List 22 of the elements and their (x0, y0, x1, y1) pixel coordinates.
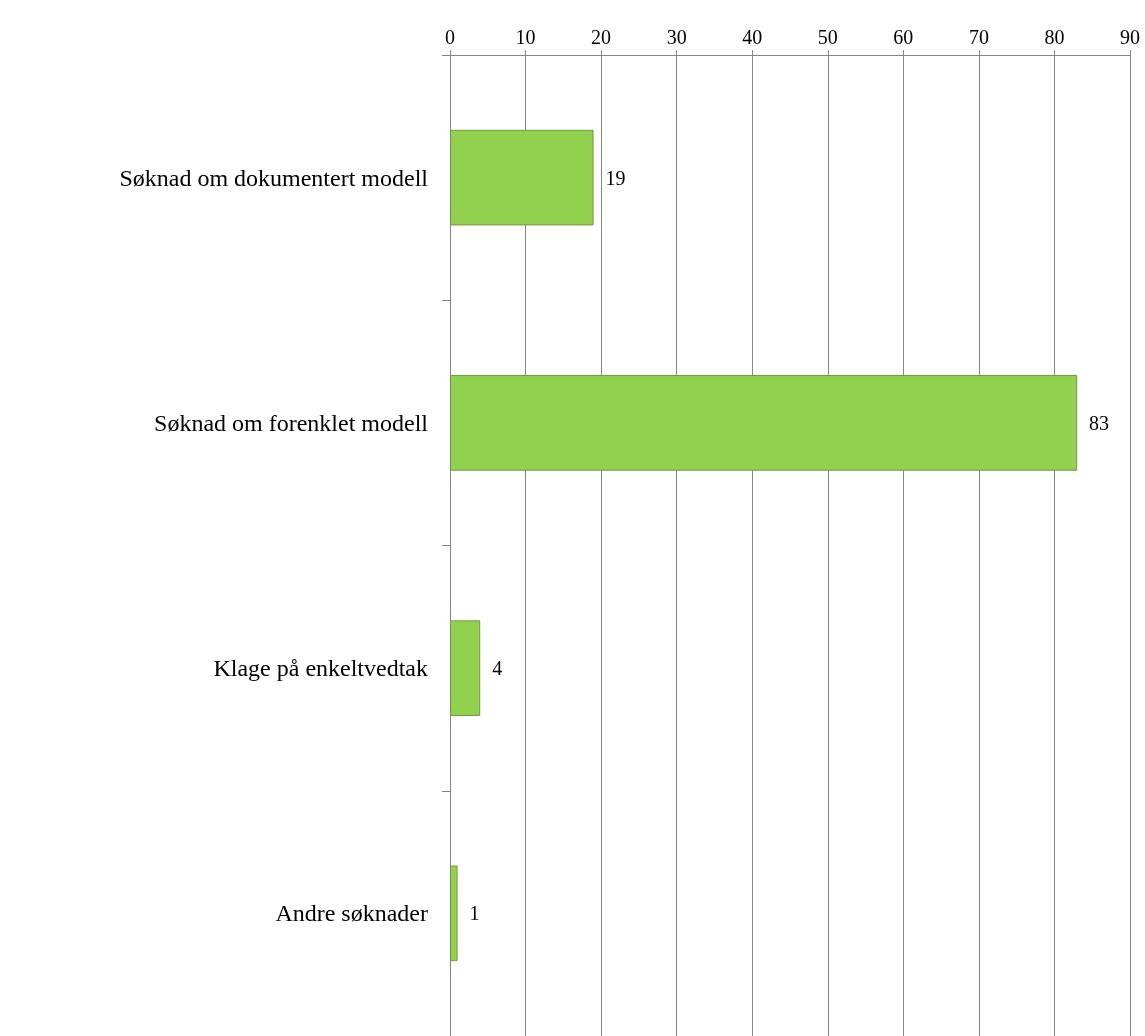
x-tick-label: 70 (968, 26, 989, 48)
y-tick-label: Søknad om forenklet modell (154, 409, 429, 436)
x-tick-label: 0 (445, 26, 455, 48)
data-label: 19 (605, 166, 626, 189)
y-tick-label: Søknad om dokumentert modell (119, 164, 429, 191)
y-tick-label: Klage på enkeltvedtak (213, 655, 428, 682)
x-tick-label: 60 (893, 26, 914, 48)
x-tick-label: 20 (591, 26, 612, 48)
bar (450, 865, 458, 962)
bar (450, 620, 481, 716)
x-tick-label: 90 (1120, 26, 1140, 48)
data-label: 1 (469, 902, 480, 925)
x-tick-label: 10 (515, 26, 536, 48)
x-tick-label: 30 (666, 26, 687, 48)
data-label: 83 (1089, 411, 1110, 434)
bar (450, 129, 594, 226)
x-tick-label: 50 (817, 26, 838, 48)
y-tick-label: Andre søknader (275, 900, 428, 927)
x-tick-label: 40 (742, 26, 763, 48)
bar (450, 375, 1078, 471)
x-tick-label: 80 (1044, 26, 1065, 48)
data-label: 4 (492, 657, 503, 680)
